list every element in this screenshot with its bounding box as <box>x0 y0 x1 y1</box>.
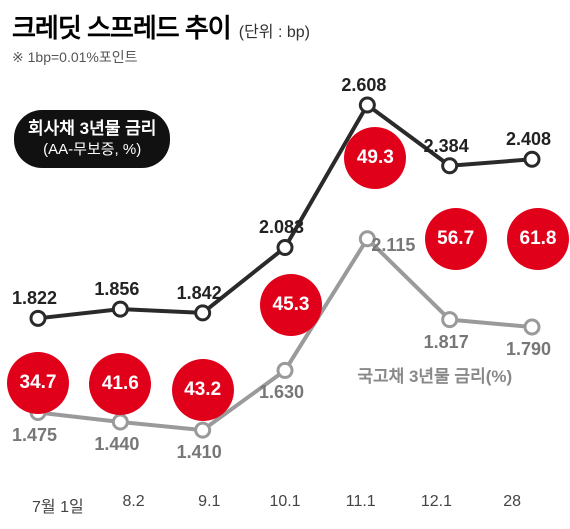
series2-value: 1.475 <box>12 425 57 446</box>
spread-value: 43.2 <box>172 359 234 421</box>
chart-title: 크레딧 스프레드 추이 <box>12 8 231 45</box>
x-axis-label: 28 <box>474 493 550 517</box>
title-row: 크레딧 스프레드 추이 (단위 : bp) <box>0 0 570 47</box>
spread-value: 34.7 <box>7 352 69 414</box>
spread-value: 41.6 <box>89 353 151 415</box>
chart-note: ※ 1bp=0.01%포인트 <box>0 47 570 71</box>
series1-badge: 회사채 3년물 금리(AA-무보증, %) <box>14 110 170 168</box>
series1-value: 2.384 <box>424 136 469 157</box>
chart-container: 크레딧 스프레드 추이 (단위 : bp) ※ 1bp=0.01%포인트 1.8… <box>0 0 570 529</box>
series1-value: 1.856 <box>94 279 139 300</box>
series2-caption: 국고채 3년물 금리(%) <box>357 362 512 387</box>
series2-value: 1.440 <box>94 434 139 455</box>
series2-value: 1.790 <box>506 339 551 360</box>
x-axis-label: 8.2 <box>96 493 172 517</box>
x-axis-label: 7월 1일 <box>20 493 96 517</box>
series2-value: 1.410 <box>177 442 222 463</box>
series1-value: 1.842 <box>177 283 222 304</box>
series1-value: 1.822 <box>12 288 57 309</box>
series2-value: 1.630 <box>259 382 304 403</box>
x-axis-label: 10.1 <box>247 493 323 517</box>
x-axis: 7월 1일8.29.110.111.112.128 <box>20 493 550 517</box>
series1-value: 2.408 <box>506 129 551 150</box>
x-axis-label: 12.1 <box>399 493 475 517</box>
spread-value: 61.8 <box>507 208 569 270</box>
spread-value: 49.3 <box>344 127 406 189</box>
series2-value: 2.115 <box>371 235 415 256</box>
chart-area: 1.8221.8561.8422.0832.6082.3842.4081.475… <box>20 80 550 480</box>
spread-value: 45.3 <box>260 274 322 336</box>
series1-value: 2.083 <box>259 217 304 238</box>
series2-value: 1.817 <box>424 332 469 353</box>
series1-value: 2.608 <box>341 75 386 96</box>
x-axis-label: 9.1 <box>171 493 247 517</box>
chart-unit: (단위 : bp) <box>239 18 310 42</box>
x-axis-label: 11.1 <box>323 493 399 517</box>
spread-value: 56.7 <box>425 208 487 270</box>
